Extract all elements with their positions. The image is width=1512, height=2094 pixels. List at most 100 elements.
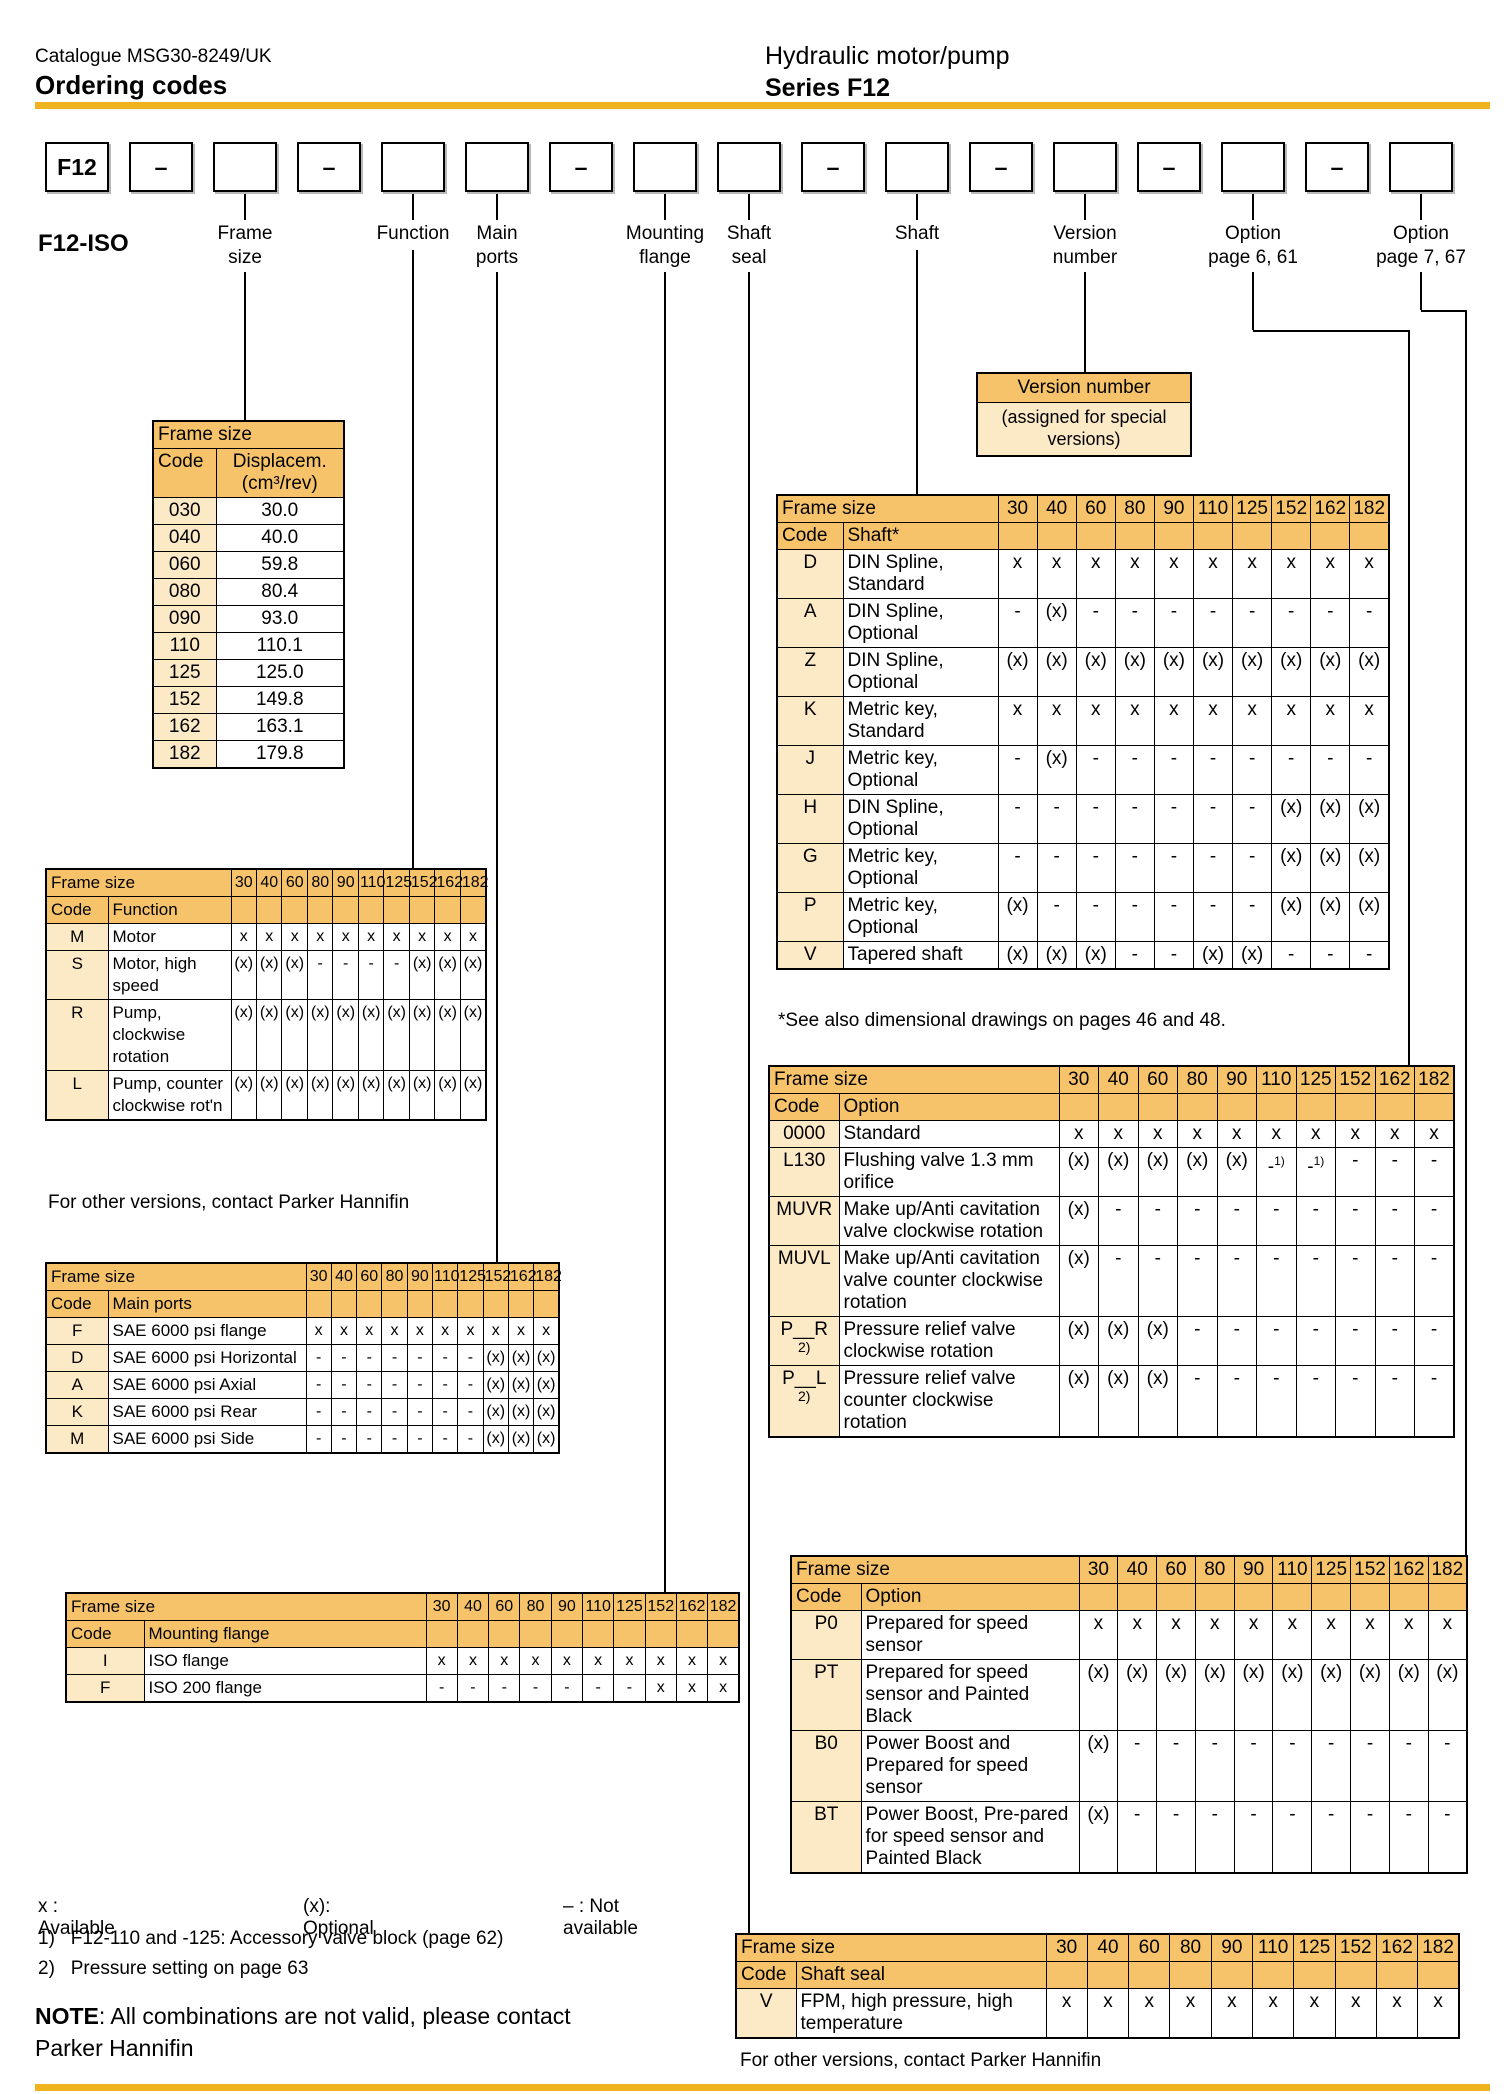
code-cell: B0 bbox=[790, 1730, 862, 1802]
frame-code-cell: 152 bbox=[152, 686, 217, 714]
frame-size-value: 60 bbox=[356, 1262, 383, 1291]
availability-cell: - bbox=[1374, 1365, 1415, 1438]
availability-cell: - bbox=[997, 843, 1038, 893]
footnote-2: 2) Pressure setting on page 63 bbox=[38, 1958, 308, 1980]
availability-cell: x bbox=[533, 1317, 560, 1345]
empty-header-cell bbox=[425, 1620, 458, 1648]
code-blank-box bbox=[465, 142, 529, 192]
code-prefix-box: F12 bbox=[45, 142, 109, 192]
legend-not-available: – : Not available bbox=[563, 1896, 638, 1939]
table-row: BT Power Boost, Pre-pared for speed senso… bbox=[790, 1801, 1468, 1874]
code-value: A bbox=[803, 601, 817, 622]
code-column-header: Code bbox=[65, 1620, 145, 1648]
frame-size-value: 90 bbox=[332, 868, 359, 897]
availability-cell: (x) bbox=[408, 999, 436, 1071]
empty-header-cell bbox=[507, 1290, 535, 1318]
availability-cell: - bbox=[1232, 794, 1273, 844]
code-position-label-option: Option page 6, 61 bbox=[1188, 222, 1318, 270]
availability-cell: x bbox=[456, 1647, 490, 1675]
availability-cell: - bbox=[1098, 1245, 1139, 1317]
header-row: Frame size bbox=[152, 420, 345, 449]
shaft-seal-table-grid: Frame size 30 40 60 80 90 110 125 152 162 182 Code S… bbox=[735, 1933, 1460, 2039]
frame-size-value: 60 bbox=[1075, 494, 1116, 523]
label-line1: Frame bbox=[217, 223, 273, 244]
frame-size-value: 30 bbox=[1045, 1933, 1088, 1962]
availability-cell: (x) bbox=[1232, 941, 1273, 970]
displacement-header-line1: Displacem. bbox=[232, 451, 327, 472]
label-line1: Shaft bbox=[894, 223, 940, 244]
frame-size-value: 60 bbox=[1156, 1555, 1196, 1584]
availability-cell: - bbox=[431, 1425, 459, 1454]
availability-cell: x bbox=[1128, 1988, 1171, 2039]
connector-line bbox=[664, 194, 666, 220]
frame-size-value: 162 bbox=[1374, 1065, 1415, 1094]
label-line2: page 6, 61 bbox=[1208, 247, 1298, 268]
frame-code-cell: 110 bbox=[152, 632, 217, 660]
empty-header-cell bbox=[1375, 1961, 1419, 1989]
availability-cell: - bbox=[1192, 843, 1234, 893]
availability-cell: - bbox=[305, 1398, 332, 1426]
availability-cell: - bbox=[357, 950, 385, 1000]
footnote-1: 1) F12-110 and -125: Accessory valve blo… bbox=[38, 1928, 503, 1950]
option-label-cell: DIN Spline, Standard bbox=[842, 549, 999, 599]
availability-cell: (x) bbox=[306, 999, 334, 1071]
empty-header-cell bbox=[434, 896, 461, 924]
code-value: P0 bbox=[814, 1613, 838, 1634]
availability-cell: (x) bbox=[997, 941, 1038, 970]
availability-cell: (x) bbox=[1078, 1659, 1119, 1731]
label-line2: page 7, 67 bbox=[1376, 247, 1466, 268]
empty-header-cell bbox=[1295, 1093, 1336, 1121]
table-row: 090 93.0 bbox=[152, 605, 345, 633]
frame-size-value: 182 bbox=[1417, 1933, 1460, 1962]
availability-cell: x bbox=[1045, 1988, 1088, 2039]
empty-header-cell bbox=[431, 1290, 459, 1318]
code-column-header: Code bbox=[735, 1961, 797, 1989]
frame-size-value: 162 bbox=[1375, 1933, 1419, 1962]
availability-cell: - bbox=[1414, 1245, 1455, 1317]
label-line2: size bbox=[228, 247, 262, 268]
code-value: S bbox=[71, 954, 83, 973]
availability-cell: - bbox=[431, 1344, 459, 1372]
availability-cell: (x) bbox=[230, 999, 258, 1071]
availability-cell: - bbox=[1156, 1801, 1196, 1874]
availability-cell: (x) bbox=[482, 1425, 509, 1454]
availability-cell: - bbox=[1350, 1730, 1390, 1802]
code-value: V bbox=[759, 1991, 773, 2012]
displacement-cell: 40.0 bbox=[215, 524, 345, 552]
availability-cell: x bbox=[1177, 1120, 1218, 1148]
availability-cell: - bbox=[1177, 1245, 1218, 1317]
availability-cell: x bbox=[425, 1647, 458, 1675]
code-column-header: Code bbox=[790, 1583, 862, 1611]
code-value: H bbox=[803, 797, 818, 818]
label-line1: Mounting bbox=[625, 223, 705, 244]
frame-size-value: 182 bbox=[707, 1592, 740, 1621]
option-label-cell: Make up/Anti cavitation valve clockwise … bbox=[838, 1196, 1060, 1246]
empty-header-cell bbox=[406, 1290, 434, 1318]
frame-code-cell: 030 bbox=[152, 497, 217, 525]
frame-size-value: 162 bbox=[434, 868, 463, 897]
code-cell: I bbox=[65, 1647, 145, 1675]
availability-cell: - bbox=[613, 1674, 646, 1703]
code-value: M bbox=[70, 927, 85, 946]
frame-size-displacement-table: Frame size Code Displacem. (cm³/rev) 030 30.0… bbox=[152, 420, 345, 769]
availability-cell: - bbox=[1310, 745, 1351, 795]
frame-size-value: 110 bbox=[357, 868, 385, 897]
empty-header-cell bbox=[1311, 1583, 1352, 1611]
option-label-cell: Metric key, Optional bbox=[842, 745, 999, 795]
connector-line bbox=[1465, 310, 1467, 1555]
label-line1: Option bbox=[1393, 223, 1449, 244]
availability-cell: - bbox=[1374, 1196, 1415, 1246]
availability-cell: - bbox=[330, 1344, 358, 1372]
availability-cell: (x) bbox=[1098, 1147, 1139, 1197]
empty-header-cell bbox=[1350, 1583, 1390, 1611]
empty-header-cell bbox=[1374, 1093, 1415, 1121]
type-column-header: Function bbox=[107, 896, 232, 924]
availability-cell: (x) bbox=[533, 1344, 560, 1372]
availability-cell: x bbox=[644, 1674, 677, 1703]
connector-line bbox=[664, 272, 666, 1592]
frame-size-value: 90 bbox=[1153, 494, 1194, 523]
availability-cell: (x) bbox=[1271, 647, 1312, 697]
option-label-cell: Metric key, Optional bbox=[842, 843, 999, 893]
availability-cell: x bbox=[1114, 696, 1155, 746]
code-value: F bbox=[72, 1321, 83, 1340]
